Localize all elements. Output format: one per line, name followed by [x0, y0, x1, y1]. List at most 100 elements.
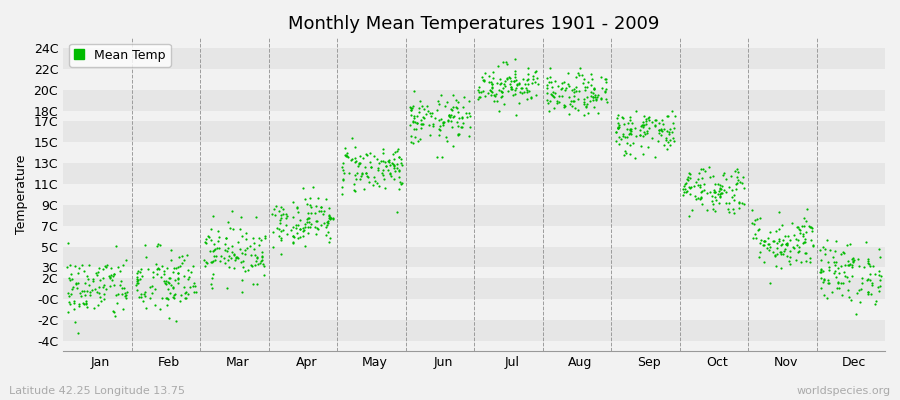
Point [775, 222, 789, 228]
Point [247, 234, 261, 241]
Point [703, 174, 717, 181]
Point [500, 61, 514, 67]
Point [302, 215, 317, 222]
Point [617, 148, 632, 154]
Point [722, 200, 736, 206]
Point [83, 292, 97, 298]
Point [494, 80, 508, 86]
Point [577, 99, 591, 106]
Point [676, 186, 690, 192]
Point [130, 274, 144, 280]
Point [319, 196, 333, 202]
Point [145, 290, 159, 296]
Point [433, 127, 447, 134]
Point [269, 203, 284, 209]
Point [96, 296, 111, 303]
Point [862, 270, 877, 277]
Point [284, 227, 299, 233]
Point [280, 213, 294, 220]
Point [861, 276, 876, 282]
Point [747, 220, 761, 227]
Point [463, 124, 477, 130]
Point [289, 205, 303, 211]
Point [429, 107, 444, 113]
Point [611, 120, 625, 126]
Point [567, 86, 581, 92]
Point [494, 87, 508, 94]
Point [413, 136, 428, 142]
Bar [63, 48, 885, 69]
Point [651, 137, 665, 144]
Point [274, 228, 288, 234]
Point [821, 280, 835, 286]
Point [476, 88, 491, 94]
Point [382, 171, 397, 178]
Point [70, 285, 85, 292]
Point [854, 274, 868, 281]
Point [586, 90, 600, 96]
Point [612, 141, 626, 148]
Point [309, 231, 323, 237]
Point [558, 87, 572, 94]
Point [335, 190, 349, 197]
Point [72, 290, 86, 296]
Point [680, 176, 695, 182]
Point [678, 181, 692, 188]
Bar [63, 163, 885, 184]
Point [485, 80, 500, 87]
Point [442, 113, 456, 119]
Point [107, 270, 122, 277]
Point [320, 218, 335, 224]
Point [359, 170, 374, 176]
Point [406, 118, 420, 125]
Point [845, 259, 859, 266]
Point [168, 265, 183, 271]
Point [544, 91, 558, 97]
Point [272, 226, 286, 232]
Point [71, 300, 86, 307]
Point [580, 84, 594, 90]
Point [310, 195, 325, 202]
Point [728, 186, 742, 193]
Point [79, 304, 94, 310]
Point [845, 264, 859, 270]
Point [83, 289, 97, 295]
Point [177, 290, 192, 296]
Point [715, 190, 729, 196]
Point [518, 89, 532, 96]
Point [173, 263, 187, 269]
Point [668, 113, 682, 120]
Point [680, 188, 694, 194]
Point [255, 256, 269, 263]
Point [588, 94, 602, 100]
Point [529, 75, 544, 82]
Point [308, 224, 322, 230]
Point [402, 122, 417, 128]
Point [509, 85, 524, 91]
Point [366, 182, 381, 188]
Point [63, 277, 77, 284]
Point [102, 272, 116, 279]
Point [136, 298, 150, 304]
Point [748, 230, 762, 237]
Point [868, 271, 882, 277]
Bar [63, 205, 885, 226]
Point [208, 257, 222, 264]
Point [571, 96, 585, 102]
Point [438, 134, 453, 140]
Point [77, 301, 92, 307]
Point [491, 63, 506, 70]
Point [235, 233, 249, 240]
Point [376, 146, 391, 152]
Point [577, 100, 591, 107]
Point [865, 280, 879, 287]
Point [561, 81, 575, 87]
Point [227, 265, 241, 272]
Point [248, 214, 263, 220]
Point [446, 143, 460, 149]
Point [616, 133, 630, 140]
Point [275, 227, 290, 233]
Point [449, 97, 464, 103]
Point [255, 249, 269, 255]
Point [266, 206, 281, 212]
